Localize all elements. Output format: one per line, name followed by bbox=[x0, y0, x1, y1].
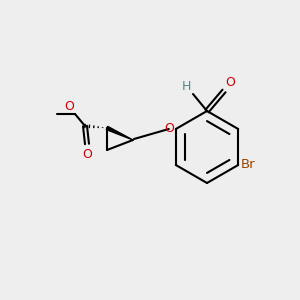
Polygon shape bbox=[106, 126, 133, 140]
Text: O: O bbox=[164, 122, 174, 134]
Text: O: O bbox=[64, 100, 74, 113]
Text: Br: Br bbox=[241, 158, 256, 172]
Text: H: H bbox=[182, 80, 191, 93]
Text: O: O bbox=[225, 76, 235, 89]
Text: O: O bbox=[82, 148, 92, 161]
